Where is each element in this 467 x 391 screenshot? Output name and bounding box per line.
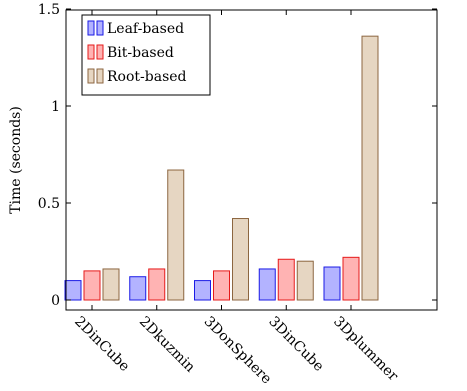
legend-swatch-bit-based xyxy=(87,44,95,60)
y-axis: 0 0.5 1 1.5 xyxy=(38,2,437,309)
x-tick-label: 3DinCube xyxy=(265,314,326,375)
legend-label-root-based: Root-based xyxy=(107,69,187,85)
y-tick-label: 0 xyxy=(51,293,60,309)
x-tick-label: 2Dkuzmin xyxy=(136,314,198,376)
bar-bit-based-2dkuzmin xyxy=(148,268,166,301)
legend-swatch-root-based xyxy=(96,68,104,84)
bar-leaf-based-2dkuzmin xyxy=(129,276,147,301)
bar-leaf-based-3dincube xyxy=(258,268,276,301)
bar-root-based-3dplummer xyxy=(361,35,379,301)
bars-layer xyxy=(64,35,379,301)
bar-leaf-based-3donsphere xyxy=(194,280,211,301)
legend-swatch-root-based xyxy=(87,68,95,84)
legend: Leaf-based Bit-based Root-based xyxy=(81,14,211,96)
bar-leaf-based-2dincube xyxy=(64,280,82,301)
x-tick-label: 3Dplummer xyxy=(330,314,401,385)
y-tick-label: 0.5 xyxy=(38,196,60,212)
legend-swatch-leaf-based xyxy=(96,20,104,36)
bar-leaf-based-3dplummer xyxy=(323,266,341,301)
plot-frame xyxy=(65,9,438,311)
legend-label-bit-based: Bit-based xyxy=(107,45,174,61)
legend-swatch-leaf-based xyxy=(87,20,95,36)
y-tick-label: 1.5 xyxy=(38,2,60,18)
bar-root-based-3donsphere xyxy=(232,218,249,301)
bar-root-based-2dincube xyxy=(102,268,120,301)
bar-bit-based-3donsphere xyxy=(213,270,230,301)
y-axis-title: Time (seconds) xyxy=(8,106,24,214)
bar-bit-based-3dincube xyxy=(277,258,295,301)
legend-label-leaf-based: Leaf-based xyxy=(107,21,184,37)
x-tick-label: 2DinCube xyxy=(71,314,132,375)
bar-bit-based-3dplummer xyxy=(342,256,360,301)
x-tick-label: 3DonSphere xyxy=(201,314,275,388)
y-tick-label: 1 xyxy=(51,99,60,115)
legend-swatch-bit-based xyxy=(96,44,104,60)
bar-root-based-3dincube xyxy=(296,260,314,301)
bar-bit-based-2dincube xyxy=(83,270,101,301)
bar-root-based-2dkuzmin xyxy=(167,169,185,301)
